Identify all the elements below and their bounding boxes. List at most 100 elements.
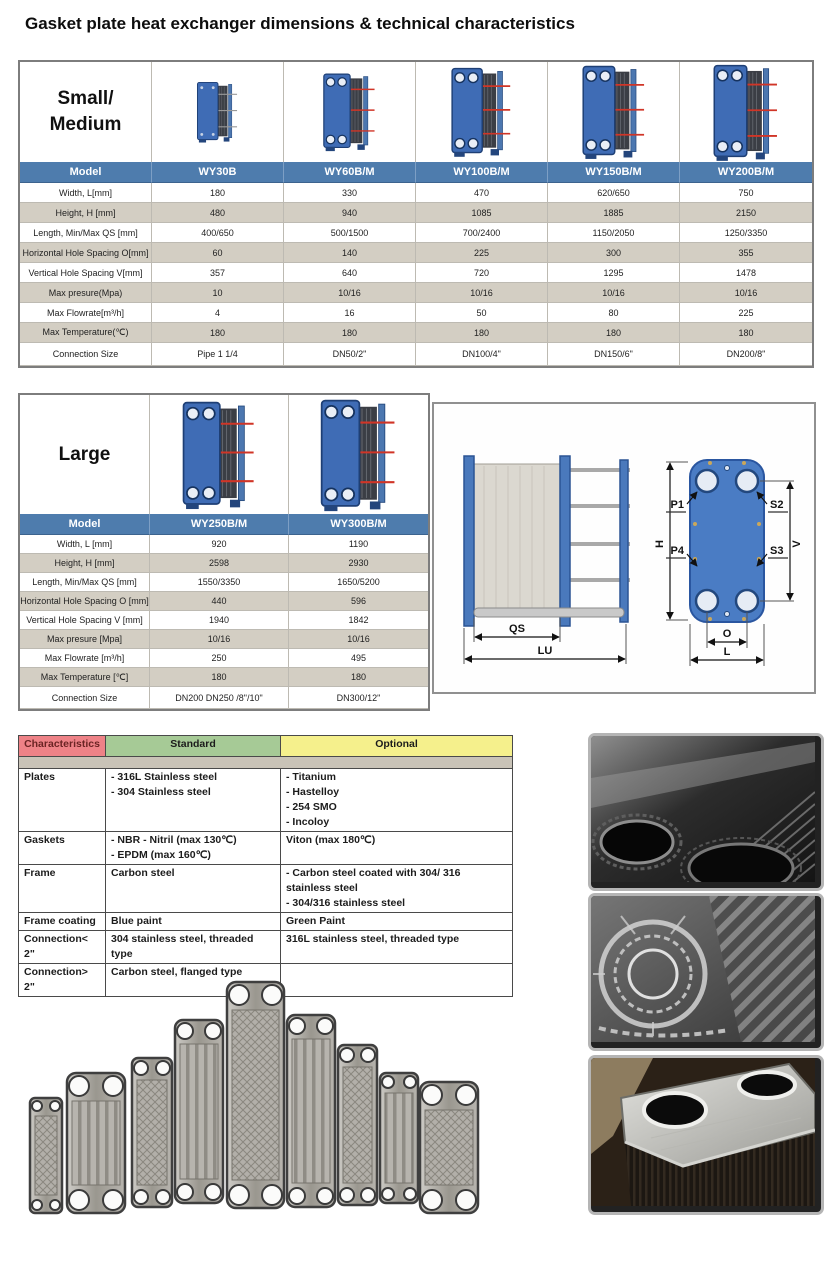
- product-image-cell: [680, 62, 812, 162]
- spec-value: DN200/8": [680, 343, 812, 366]
- spec-value: 1842: [289, 611, 428, 630]
- row-label: Horizontal Hole Spacing O[mm]: [20, 243, 152, 263]
- spec-value: 1940: [150, 611, 289, 630]
- spec-value: 180: [289, 668, 428, 687]
- spec-value: 920: [150, 535, 289, 554]
- gasket-plate-illustration: [130, 1056, 174, 1209]
- heat-exchanger-illustration: [320, 399, 395, 511]
- product-image-cell: [289, 395, 428, 514]
- characteristics-header-standard: Standard: [105, 735, 281, 757]
- spec-value: 1085: [416, 203, 548, 223]
- characteristic-line: Blue paint: [111, 915, 162, 927]
- plate-photo-3-image: [591, 1058, 816, 1206]
- gasket-plate-illustration: [173, 1018, 225, 1205]
- spec-value: 10: [152, 283, 284, 303]
- gasket-plate-illustration: [418, 1080, 480, 1215]
- row-label: Horizontal Hole Spacing O [mm]: [20, 592, 150, 611]
- characteristic-standard: - 316L Stainless steel - 304 Stainless st…: [105, 768, 281, 832]
- spec-value: 596: [289, 592, 428, 611]
- spec-value: 1550/3350: [150, 573, 289, 592]
- spec-value: 495: [289, 649, 428, 668]
- row-label: Width, L [mm]: [20, 535, 150, 554]
- characteristic-name: Frame coating: [18, 912, 106, 931]
- characteristic-line: - 316L Stainless steel: [111, 771, 218, 783]
- spec-value: 2930: [289, 554, 428, 573]
- spec-value: 355: [680, 243, 812, 263]
- spec-value: 4: [152, 303, 284, 323]
- spec-value: 180: [152, 323, 284, 343]
- characteristic-line: Carbon steel: [111, 867, 175, 879]
- spec-value: 180: [152, 183, 284, 203]
- spec-value: 470: [416, 183, 548, 203]
- plate-photo-2: [588, 893, 824, 1051]
- model-name: WY60B/M: [284, 162, 416, 183]
- characteristics-table: Characteristics Standard Optional Plates - 3…: [18, 735, 513, 997]
- gasket-plate-illustration: [285, 1013, 337, 1209]
- characteristic-optional: [280, 963, 513, 997]
- dim-label-o: O: [723, 628, 732, 640]
- spec-value: 180: [416, 323, 548, 343]
- spec-value: 1478: [680, 263, 812, 283]
- characteristic-line: - 304 Stainless steel: [111, 786, 211, 798]
- plate-photo-2-image: [591, 896, 815, 1042]
- spec-value: 180: [284, 323, 416, 343]
- dim-label-lu: LU: [538, 645, 553, 657]
- heat-exchanger-illustration: [451, 67, 511, 157]
- row-label: Max presure(Mpa): [20, 283, 152, 303]
- characteristic-name: Connection< 2": [18, 930, 106, 964]
- characteristic-line: - Carbon steel coated with 304/ 316 stai…: [286, 867, 461, 894]
- characteristic-optional: - Carbon steel coated with 304/ 316 stai…: [280, 864, 513, 913]
- page-title: Gasket plate heat exchanger dimensions &…: [25, 14, 575, 33]
- characteristic-line: 304 stainless steel, threaded type: [111, 933, 254, 960]
- spec-value: 250: [150, 649, 289, 668]
- spec-value: 440: [150, 592, 289, 611]
- row-label: Connection Size: [20, 343, 152, 366]
- spec-value: 50: [416, 303, 548, 323]
- heat-exchanger-illustration: [323, 73, 375, 152]
- spec-value: DN150/6": [548, 343, 680, 366]
- row-label: Connection Size: [20, 687, 150, 709]
- characteristic-line: - Incoloy: [286, 816, 330, 828]
- characteristic-standard: Carbon steel: [105, 864, 281, 913]
- spec-value: 1650/5200: [289, 573, 428, 592]
- heat-exchanger-illustration: [581, 65, 644, 159]
- spec-value: 225: [416, 243, 548, 263]
- spec-value: 720: [416, 263, 548, 283]
- plate-fan-image: [28, 980, 480, 1215]
- row-label: Max presure [Mpa]: [20, 630, 150, 649]
- row-label: Length, Min/Max QS [mm]: [20, 223, 152, 243]
- plate-photo-3: [588, 1055, 824, 1215]
- spec-value: 1885: [548, 203, 680, 223]
- spec-value: 357: [152, 263, 284, 283]
- characteristic-optional: Viton (max 180℃): [280, 831, 513, 865]
- spec-value: 500/1500: [284, 223, 416, 243]
- product-image-cell: [150, 395, 289, 514]
- spec-value: 10/16: [289, 630, 428, 649]
- large-spec-table: Large Model WY250B/M WY300B/M Width, L [mm] 9…: [18, 393, 430, 711]
- spec-value: 10/16: [680, 283, 812, 303]
- row-label: Max Flowrate [m³/h]: [20, 649, 150, 668]
- spec-value: 700/2400: [416, 223, 548, 243]
- spec-value: 180: [548, 323, 680, 343]
- row-label: Max Temperature [℃]: [20, 668, 150, 687]
- spec-value: 225: [680, 303, 812, 323]
- side-view-drawing: QS LU: [463, 455, 630, 664]
- characteristic-name: Plates: [18, 768, 106, 832]
- model-name: WY200B/M: [680, 162, 812, 183]
- spec-value: 10/16: [548, 283, 680, 303]
- characteristic-optional: - Titanium - Hastelloy - 254 SMO - Incoloy: [280, 768, 513, 832]
- spec-value: 640: [284, 263, 416, 283]
- dim-label-qs: QS: [509, 623, 525, 635]
- characteristic-standard: Blue paint: [105, 912, 281, 931]
- characteristics-header-characteristics: Characteristics: [18, 735, 106, 757]
- dim-label-v: V: [791, 540, 803, 548]
- model-name: WY100B/M: [416, 162, 548, 183]
- row-label: Vertical Hole Spacing V [mm]: [20, 611, 150, 630]
- spec-value: 1190: [289, 535, 428, 554]
- spec-value: 750: [680, 183, 812, 203]
- size-label: Small/ Medium: [20, 62, 152, 162]
- plate-photo-1-image: [591, 736, 816, 888]
- spec-value: 10/16: [284, 283, 416, 303]
- characteristic-line: - EPDM (max 160℃): [111, 849, 211, 861]
- port-label-s2: S2: [770, 499, 783, 511]
